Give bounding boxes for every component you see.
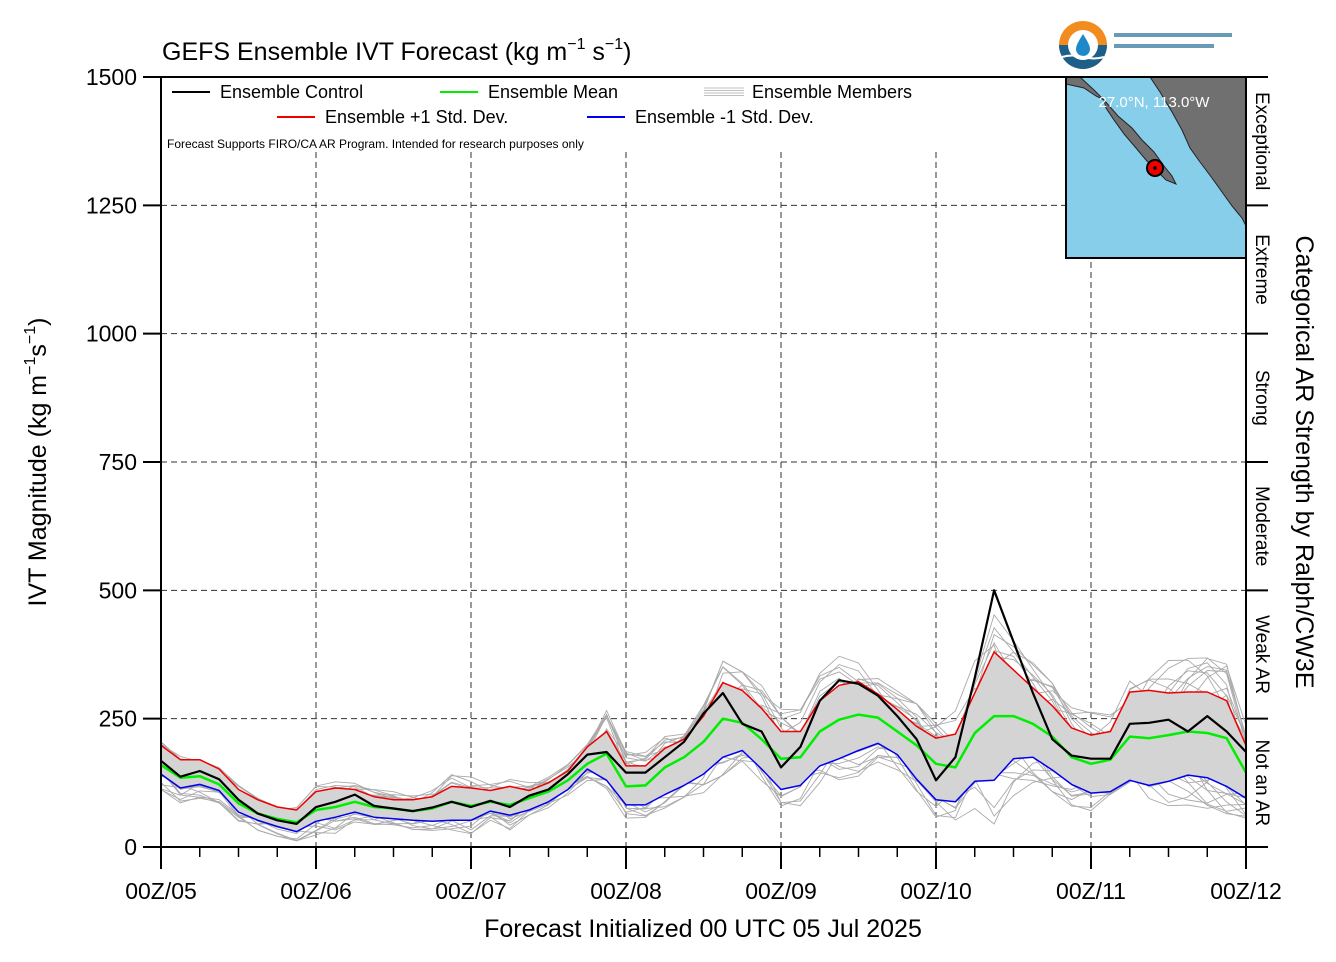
y-axis-label: IVT Magnitude (kg m−1s−1): [22, 318, 52, 607]
ar-category-label: Exceptional: [1251, 92, 1272, 190]
x-tick-label: 00Z/08: [590, 878, 662, 904]
y-tick-label: 0: [124, 834, 137, 860]
y-tick-label: 250: [99, 706, 137, 732]
y-tick-label: 1250: [86, 192, 137, 218]
legend-label: Ensemble -1 Std. Dev.: [635, 107, 814, 127]
x-tick-label: 00Z/05: [125, 878, 197, 904]
ar-category-label: Weak AR: [1251, 615, 1272, 694]
x-axis: 00Z/05 00Z/06 00Z/07 00Z/08 00Z/09 00Z/10 00Z/…: [125, 847, 1282, 904]
grid: [161, 152, 1246, 847]
legend-label: Ensemble +1 Std. Dev.: [325, 107, 508, 127]
y-tick-label: 500: [99, 577, 137, 603]
ar-category-label: Strong: [1251, 370, 1272, 426]
location-label: 27.0°N, 113.0°W: [1099, 94, 1211, 111]
coast-north: [1065, 76, 1105, 101]
x-tick-label: 00Z/10: [900, 878, 972, 904]
y-axis: 0 250 500 750 1000 1250 1500: [86, 64, 161, 860]
ar-category-axis: Not an AR Weak AR Moderate Strong Extreme Exc…: [1246, 76, 1272, 848]
x-tick-label: 00Z/12: [1210, 878, 1282, 904]
ar-strength-label: Categorical AR Strength by Ralph/CW3E: [1290, 236, 1318, 689]
series-lines: [160, 589, 1248, 833]
x-tick-label: 00Z/09: [745, 878, 817, 904]
y-tick-label: 1500: [86, 64, 137, 90]
x-tick-label: 00Z/11: [1056, 878, 1126, 904]
chart-title: GEFS Ensemble IVT Forecast (kg m−1 s−1): [162, 36, 632, 66]
ar-category-label: Not an AR: [1251, 740, 1272, 827]
location-inset-map: 27.0°N, 113.0°W: [1065, 76, 1247, 259]
x-tick-label: 00Z/06: [280, 878, 352, 904]
legend-label: Ensemble Mean: [488, 82, 618, 102]
ensemble-control-line: [160, 589, 1247, 825]
ensemble-member-line: [160, 656, 1247, 842]
research-note: Forecast Supports FIRO/CA AR Program. In…: [167, 137, 584, 151]
x-tick-label: 00Z/07: [435, 878, 507, 904]
cw3e-logo: [1059, 21, 1232, 69]
y-tick-label: 750: [99, 449, 137, 475]
ensemble-1-std-dev--line: [160, 651, 1247, 811]
x-axis-label: Forecast Initialized 00 UTC 05 Jul 2025: [484, 915, 922, 943]
legend: Ensemble Control Ensemble Mean Ensemble Me…: [172, 82, 912, 127]
y-tick-label: 1000: [86, 321, 137, 347]
ar-category-label: Extreme: [1251, 234, 1272, 305]
legend-label: Ensemble Control: [220, 82, 363, 102]
ar-category-label: Moderate: [1251, 486, 1272, 566]
legend-label: Ensemble Members: [752, 82, 912, 102]
ensemble-1-std-dev--line: [160, 742, 1247, 833]
